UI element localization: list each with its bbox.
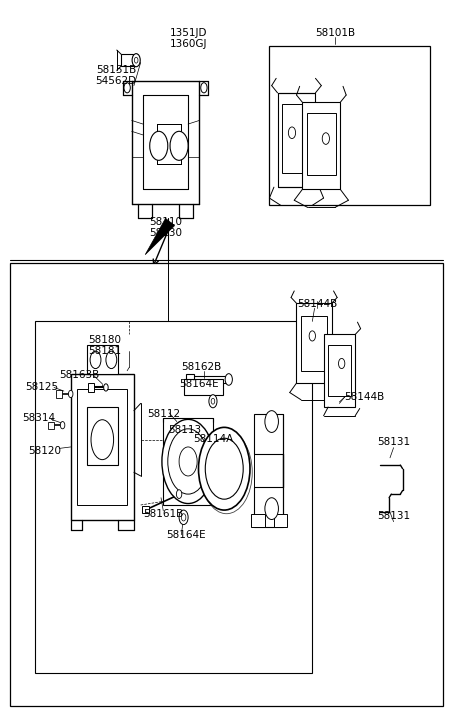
Circle shape — [181, 514, 186, 521]
Text: 58144B: 58144B — [344, 392, 384, 402]
Circle shape — [135, 57, 138, 63]
Bar — [71, 374, 134, 520]
Bar — [56, 390, 62, 398]
Bar — [186, 374, 194, 385]
Circle shape — [176, 490, 182, 499]
Text: 58162B: 58162B — [182, 362, 222, 372]
Circle shape — [90, 351, 101, 369]
Polygon shape — [145, 218, 174, 254]
Bar — [121, 55, 133, 66]
Text: 58181: 58181 — [88, 346, 121, 356]
Circle shape — [179, 510, 188, 525]
Circle shape — [124, 83, 130, 93]
Circle shape — [198, 427, 250, 510]
Bar — [10, 263, 443, 706]
Text: 58180: 58180 — [88, 335, 121, 345]
Bar — [328, 345, 351, 396]
Text: 1351JD: 1351JD — [169, 28, 207, 39]
Text: 58144B: 58144B — [297, 299, 337, 309]
Bar — [323, 334, 355, 407]
Text: 58151B: 58151B — [96, 65, 136, 75]
Bar — [274, 514, 288, 527]
Circle shape — [60, 422, 65, 429]
Bar — [34, 321, 312, 673]
Text: 58131: 58131 — [377, 437, 410, 447]
Circle shape — [179, 447, 197, 476]
Bar — [297, 303, 332, 383]
Text: 58161B: 58161B — [143, 509, 183, 518]
Circle shape — [209, 395, 217, 408]
Bar — [87, 407, 118, 465]
Text: 58164E: 58164E — [178, 379, 218, 389]
Bar — [142, 506, 149, 513]
Bar — [278, 93, 315, 187]
Text: 58113: 58113 — [169, 425, 202, 435]
Bar — [77, 389, 127, 505]
Bar — [48, 422, 53, 429]
Circle shape — [205, 438, 243, 499]
Text: 58314: 58314 — [23, 413, 56, 423]
Bar — [88, 383, 94, 392]
Bar — [254, 414, 283, 454]
Bar — [254, 487, 283, 527]
Text: 58125: 58125 — [26, 382, 59, 392]
Text: 58131: 58131 — [377, 511, 410, 521]
Circle shape — [201, 83, 207, 93]
Text: 58112: 58112 — [148, 409, 181, 419]
Circle shape — [106, 351, 117, 369]
Bar — [270, 46, 430, 205]
Bar — [307, 113, 336, 174]
Circle shape — [170, 132, 188, 161]
Circle shape — [132, 54, 140, 67]
Text: 58163B: 58163B — [60, 370, 100, 380]
Circle shape — [150, 132, 168, 161]
Circle shape — [289, 127, 296, 139]
Circle shape — [322, 133, 329, 145]
Text: 58120: 58120 — [29, 446, 62, 456]
Circle shape — [265, 498, 279, 520]
Circle shape — [68, 390, 73, 398]
Bar — [156, 124, 181, 164]
Circle shape — [265, 411, 279, 433]
Text: 58101B: 58101B — [315, 28, 355, 39]
Text: 58164E: 58164E — [166, 531, 206, 540]
Bar — [87, 345, 118, 374]
Circle shape — [104, 384, 108, 391]
Text: 58110: 58110 — [149, 217, 182, 227]
Bar — [302, 103, 340, 189]
Bar — [282, 104, 311, 173]
Circle shape — [309, 331, 315, 341]
Text: 54562D: 54562D — [95, 76, 136, 86]
Bar — [183, 379, 223, 395]
Circle shape — [225, 374, 232, 385]
Text: 58114A: 58114A — [193, 434, 233, 444]
Text: 1360GJ: 1360GJ — [169, 39, 207, 49]
Bar — [163, 418, 213, 505]
Bar — [193, 376, 226, 383]
Bar — [251, 514, 265, 527]
Circle shape — [211, 398, 215, 404]
Circle shape — [162, 419, 214, 504]
Text: 58130: 58130 — [149, 228, 182, 238]
Bar — [301, 316, 327, 371]
Circle shape — [338, 358, 345, 369]
Circle shape — [168, 429, 208, 494]
